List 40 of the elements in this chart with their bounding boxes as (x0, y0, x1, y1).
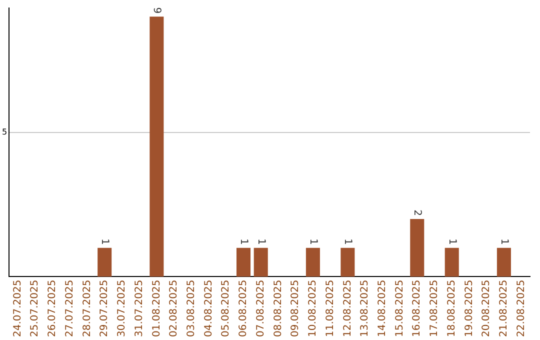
x-tick-label: 06.08.2025 (238, 280, 250, 338)
x-tick-label: 20.08.2025 (481, 280, 492, 338)
x-tick-label: 03.08.2025 (186, 280, 197, 338)
x-tick-label: 08.08.2025 (272, 280, 284, 338)
data-label: 1 (307, 238, 318, 245)
y-tick-label: 5 (2, 127, 8, 136)
x-tick-label: 05.08.2025 (220, 280, 232, 338)
x-tick-label: 22.08.2025 (516, 280, 527, 338)
data-label: 1 (238, 238, 249, 245)
x-tick-label: 07.08.2025 (255, 280, 266, 338)
data-label: 1 (342, 238, 354, 245)
x-tick-label: 27.07.2025 (64, 280, 76, 338)
x-tick-label: 17.08.2025 (429, 280, 440, 338)
x-tick-label: 26.07.2025 (47, 280, 58, 338)
x-tick-label: 09.08.2025 (290, 280, 302, 338)
data-label: 1 (446, 238, 458, 245)
x-tick-label: 31.07.2025 (134, 280, 145, 338)
x-tick-label: 11.08.2025 (324, 280, 336, 338)
x-tick-label: 30.07.2025 (116, 280, 128, 338)
x-tick-label: 12.08.2025 (342, 280, 354, 338)
data-label: 1 (255, 238, 266, 245)
x-tick-label: 01.08.2025 (151, 280, 162, 338)
x-tick-label: 21.08.2025 (498, 280, 510, 338)
x-tick-label: 10.08.2025 (308, 280, 319, 338)
x-tick-label: 18.08.2025 (446, 280, 458, 338)
data-label: 9 (151, 7, 162, 14)
data-label: 1 (498, 238, 510, 245)
x-tick-label: 29.07.2025 (99, 280, 110, 338)
x-tick-label: 19.08.2025 (464, 280, 475, 338)
x-tick-label: 28.07.2025 (82, 280, 93, 338)
x-tick-label: 16.08.2025 (412, 280, 423, 338)
x-tick-label: 24.07.2025 (12, 280, 24, 338)
data-label: 2 (412, 210, 423, 216)
x-tick-label: 15.08.2025 (394, 280, 406, 338)
x-tick-label: 25.07.2025 (30, 280, 41, 338)
data-label: 1 (98, 238, 110, 245)
x-tick-label: 13.08.2025 (360, 280, 371, 338)
x-tick-label: 04.08.2025 (203, 280, 214, 338)
x-tick-label: 02.08.2025 (168, 280, 180, 338)
x-tick-label: 14.08.2025 (377, 280, 388, 338)
